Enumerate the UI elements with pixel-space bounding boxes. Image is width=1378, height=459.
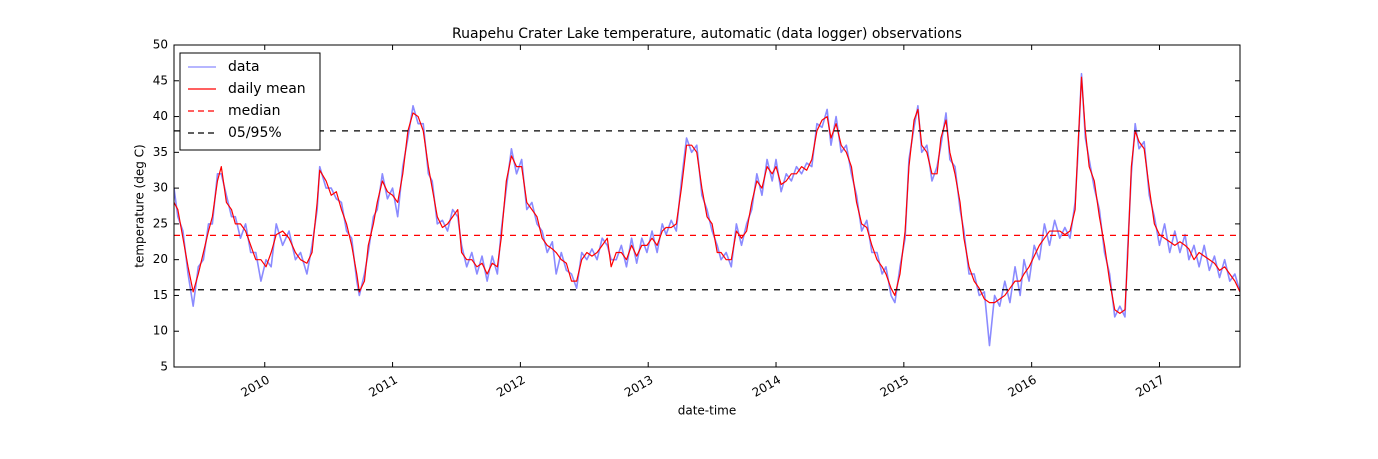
y-tick-label: 40	[153, 109, 168, 123]
y-tick-label: 25	[153, 216, 168, 230]
y-tick-label: 10	[153, 324, 168, 338]
y-tick-label: 35	[153, 145, 168, 159]
legend-label: median	[228, 103, 280, 119]
x-axis-label: date-time	[678, 404, 737, 418]
x-tick-label: 2014	[750, 373, 783, 400]
legend-box	[179, 52, 321, 151]
x-tick-label: 2011	[366, 373, 399, 400]
legend-label: data	[228, 59, 260, 75]
y-tick-label: 5	[160, 360, 168, 374]
x-tick-label: 2016	[1005, 373, 1038, 400]
x-tick-label: 2017	[1133, 373, 1166, 400]
legend: data daily mean median 05/95%	[179, 52, 321, 151]
y-tick-label: 50	[153, 38, 168, 52]
y-tick-label: 45	[153, 73, 168, 87]
series-line	[174, 76, 1240, 314]
chart-title: Ruapehu Crater Lake temperature, automat…	[452, 26, 962, 42]
y-tick-label: 15	[153, 288, 168, 302]
x-tick-label: 2012	[494, 373, 527, 400]
y-tick-label: 30	[153, 181, 168, 195]
axes-frame	[173, 44, 1241, 368]
y-tick-label: 20	[153, 252, 168, 266]
legend-label: 05/95%	[228, 125, 282, 141]
legend-label: daily mean	[228, 81, 306, 97]
x-tick-label: 2013	[622, 373, 655, 400]
x-tick-label: 2010	[239, 373, 272, 400]
plot-area	[174, 72, 1240, 347]
x-tick-label: 2015	[878, 373, 911, 400]
y-axis-label: temperature (deg C)	[133, 144, 147, 267]
